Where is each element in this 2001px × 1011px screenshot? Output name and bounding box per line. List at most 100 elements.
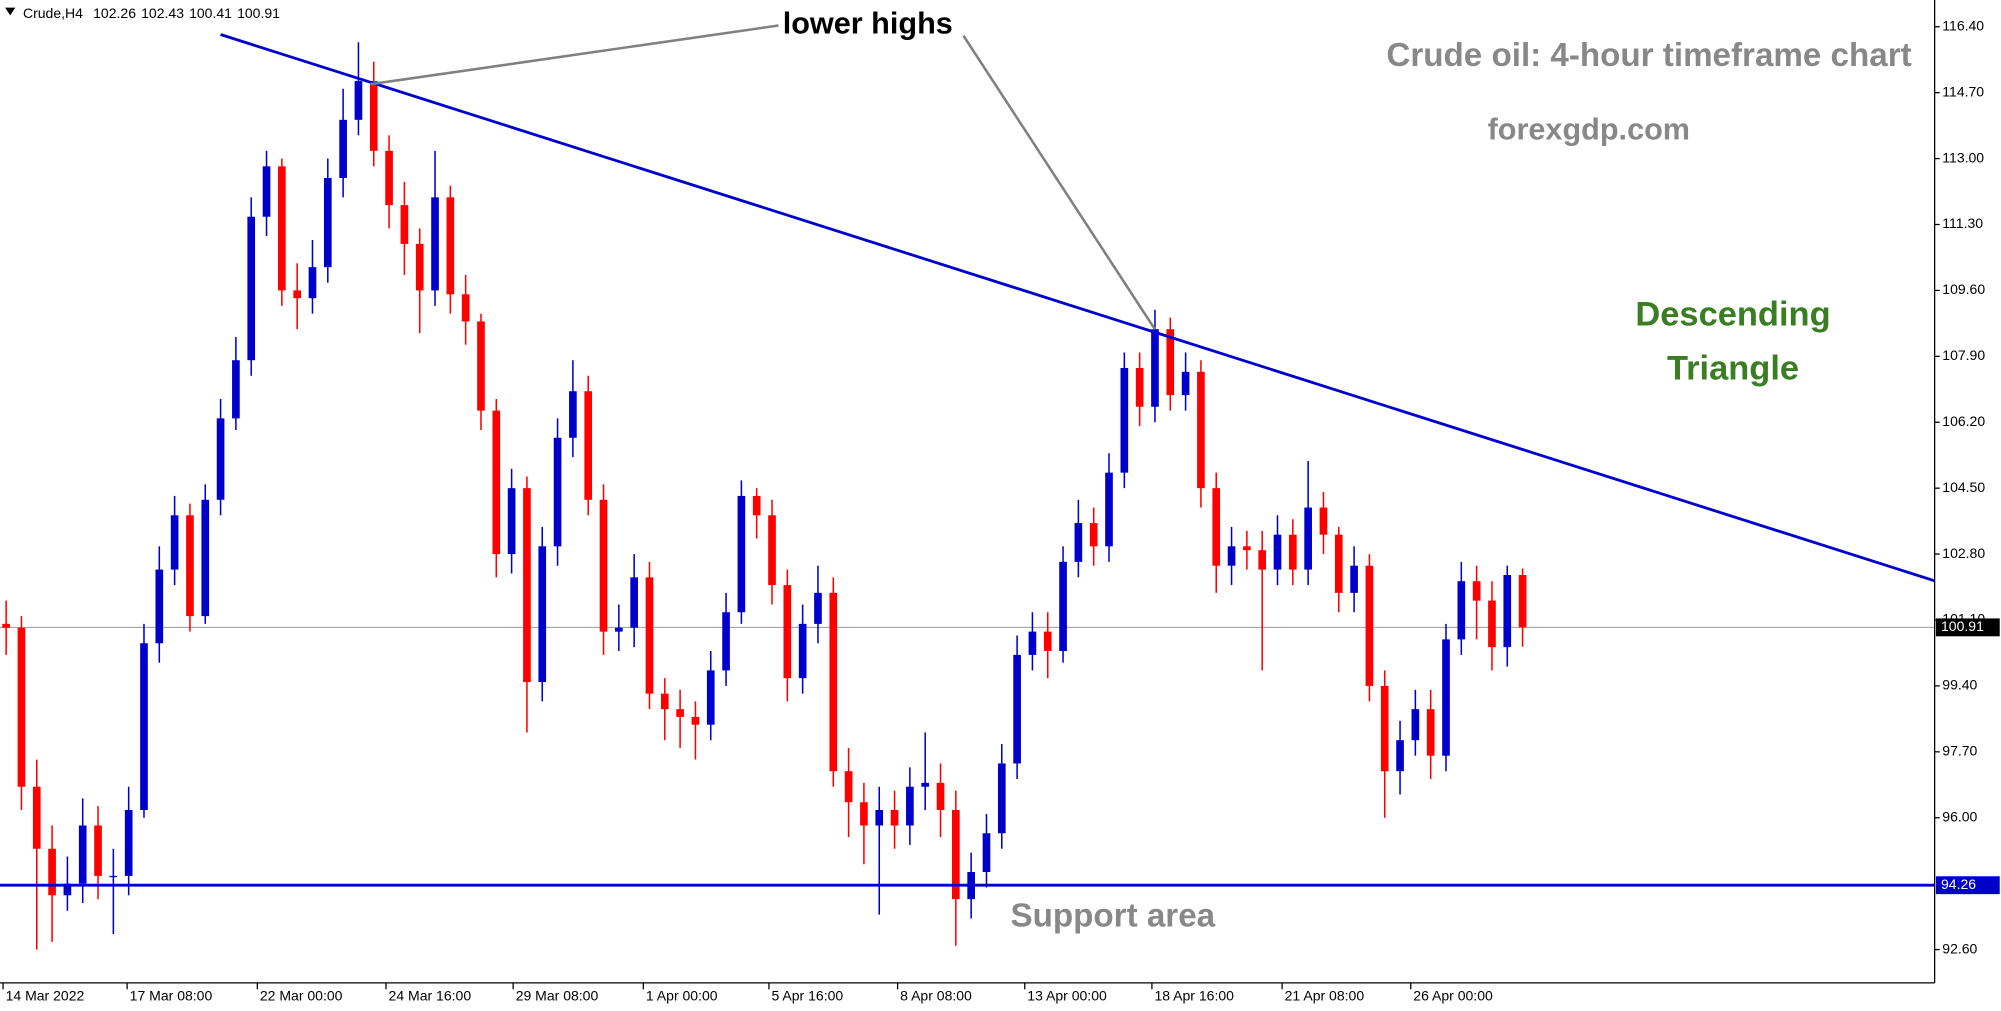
candle-body bbox=[109, 875, 118, 878]
candle-body bbox=[1288, 534, 1297, 570]
candle-body bbox=[768, 515, 776, 586]
candle-body bbox=[952, 809, 960, 900]
candle-body bbox=[32, 786, 41, 849]
x-tick-label: 17 Mar 08:00 bbox=[130, 988, 213, 1004]
x-tick-label: 13 Apr 00:00 bbox=[1027, 988, 1107, 1004]
x-tick-label: 22 Mar 00:00 bbox=[260, 988, 343, 1004]
candle-body bbox=[1472, 581, 1481, 601]
candle-body bbox=[477, 321, 485, 411]
x-tick-label: 14 Mar 2022 bbox=[6, 988, 85, 1004]
support-label: Support area bbox=[1011, 898, 1216, 935]
candle-body bbox=[1365, 565, 1374, 686]
candle-body bbox=[1105, 472, 1113, 547]
candle-body bbox=[369, 81, 378, 151]
candle-body bbox=[17, 627, 26, 787]
candle-body bbox=[415, 243, 424, 291]
header-close: 100.91 bbox=[237, 5, 280, 21]
candle-body bbox=[584, 391, 593, 500]
trendline bbox=[220, 33, 1936, 583]
y-tick-label: 113.00 bbox=[1942, 149, 1984, 165]
candle-body bbox=[2, 623, 10, 628]
y-tick-label: 114.70 bbox=[1942, 83, 1984, 99]
candle-body bbox=[1442, 639, 1450, 756]
candle-body bbox=[783, 585, 792, 679]
y-tick-label: 116.40 bbox=[1942, 17, 1984, 33]
candle-body bbox=[507, 488, 516, 555]
candle-body bbox=[431, 197, 439, 291]
candle-body bbox=[1319, 507, 1328, 535]
y-tick-label: 104.50 bbox=[1942, 479, 1985, 495]
candle-body bbox=[124, 809, 133, 876]
candle-body bbox=[1227, 546, 1236, 566]
symbol: Crude,H4 bbox=[23, 5, 83, 21]
candle-body bbox=[860, 802, 868, 826]
candle-body bbox=[798, 623, 807, 679]
candle-body bbox=[1258, 550, 1267, 570]
pattern-label: Descending bbox=[1635, 296, 1830, 334]
candle-body bbox=[814, 592, 822, 624]
candle-body bbox=[1488, 600, 1496, 648]
candle-body bbox=[262, 166, 271, 217]
header-high: 102.43 bbox=[141, 5, 184, 21]
y-tick-label: 107.90 bbox=[1942, 347, 1985, 363]
candle-body bbox=[890, 809, 899, 826]
candle-body bbox=[599, 499, 608, 632]
candle-body bbox=[1350, 565, 1358, 593]
candle-body bbox=[1426, 709, 1435, 756]
candle-body bbox=[844, 771, 853, 803]
candle-body bbox=[569, 391, 577, 438]
candle-body bbox=[615, 627, 623, 632]
candle-body bbox=[1304, 507, 1312, 570]
candle-body bbox=[538, 546, 547, 683]
y-tick-label: 99.40 bbox=[1942, 677, 1977, 693]
price-box bbox=[1935, 618, 2000, 637]
candle-body bbox=[553, 437, 562, 547]
candle-body bbox=[1074, 523, 1083, 562]
candle-body bbox=[186, 515, 194, 617]
x-tick-label: 24 Mar 16:00 bbox=[389, 988, 472, 1004]
x-tick-label: 8 Apr 08:00 bbox=[900, 988, 972, 1004]
candle-body bbox=[94, 825, 102, 876]
annotation-pointer bbox=[962, 35, 1156, 331]
candle-body bbox=[140, 643, 148, 810]
chart-subtitle: forexgdp.com bbox=[1488, 113, 1690, 147]
candle-body bbox=[293, 290, 301, 299]
chart-title: Crude oil: 4-hour timeframe chart bbox=[1386, 37, 1911, 74]
candle-body bbox=[921, 782, 930, 787]
y-tick-label: 109.60 bbox=[1942, 281, 1985, 297]
pattern-label: Triangle bbox=[1667, 349, 1799, 387]
candle-body bbox=[706, 670, 715, 725]
candle-body bbox=[278, 166, 286, 291]
candle-body bbox=[1043, 631, 1052, 652]
candle-body bbox=[660, 693, 669, 710]
support-box bbox=[1935, 876, 2000, 895]
candle-body bbox=[722, 612, 730, 671]
candle-body bbox=[1396, 740, 1404, 772]
candle-body bbox=[170, 515, 179, 570]
candle-body bbox=[1028, 631, 1037, 655]
candle-body bbox=[63, 883, 72, 896]
candle-body bbox=[247, 216, 256, 361]
candle-body bbox=[1197, 371, 1205, 489]
candle-body bbox=[446, 197, 455, 295]
candle-body bbox=[906, 786, 914, 826]
y-tick-label: 106.20 bbox=[1942, 413, 1985, 429]
menu-arrow[interactable] bbox=[5, 7, 16, 16]
symbol-header: Crude,H4 102.26 102.43 100.41 100.91 bbox=[23, 5, 280, 21]
candle-body bbox=[1243, 546, 1251, 551]
x-tick-label: 1 Apr 00:00 bbox=[646, 988, 718, 1004]
candle-body bbox=[936, 782, 945, 810]
candle-body bbox=[492, 410, 501, 555]
candle-body bbox=[461, 294, 470, 322]
x-tick-label: 5 Apr 16:00 bbox=[772, 988, 844, 1004]
candle-body bbox=[1503, 575, 1512, 648]
x-tick-label: 21 Apr 08:00 bbox=[1285, 988, 1365, 1004]
candle-body bbox=[676, 709, 684, 717]
y-tick-label: 97.70 bbox=[1942, 743, 1977, 759]
candle-body bbox=[78, 825, 87, 884]
x-tick-label: 29 Mar 08:00 bbox=[516, 988, 599, 1004]
candle-body bbox=[737, 495, 746, 613]
